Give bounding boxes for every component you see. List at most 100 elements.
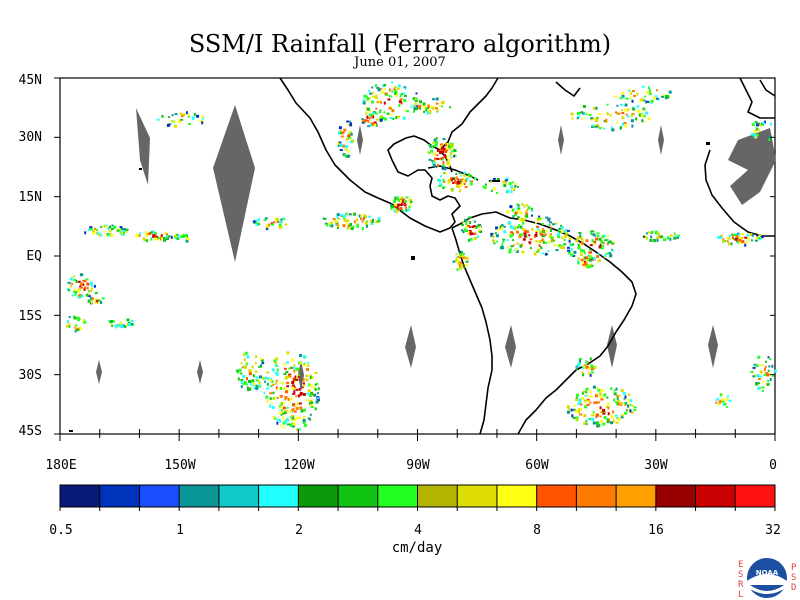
rain-pixel	[594, 413, 597, 416]
rain-pixel	[287, 376, 290, 379]
rain-pixel	[375, 107, 378, 110]
rain-pixel	[373, 123, 377, 127]
rain-pixel	[508, 182, 512, 185]
rain-pixel	[266, 371, 270, 374]
rain-pixel	[130, 323, 133, 326]
rain-pixel	[520, 243, 523, 247]
rain-pixel	[578, 358, 582, 360]
rain-pixel	[583, 414, 587, 418]
rain-pixel	[718, 400, 722, 404]
rain-pixel	[317, 397, 320, 400]
rain-pixel	[520, 217, 523, 221]
rain-pixel	[180, 118, 184, 121]
rain-pixel	[751, 123, 755, 127]
rain-pixel	[535, 231, 538, 234]
rain-pixel	[581, 111, 584, 114]
rain-pixel	[249, 387, 252, 391]
rain-pixel	[372, 115, 374, 119]
rain-pixel	[376, 101, 379, 104]
rain-pixel	[288, 367, 291, 370]
rain-pixel	[199, 119, 203, 123]
rain-pixel	[753, 363, 756, 366]
rain-pixel	[347, 124, 350, 126]
rain-pixel	[372, 95, 376, 98]
rain-pixel	[584, 113, 588, 116]
rain-pixel	[444, 172, 447, 175]
rain-pixel	[83, 287, 86, 291]
rain-pixel	[523, 232, 527, 236]
rain-pixel	[170, 120, 173, 122]
rain-pixel	[269, 404, 272, 408]
rain-pixel	[280, 402, 283, 406]
rain-pixel	[298, 402, 302, 405]
rain-pixel	[598, 113, 602, 115]
rain-pixel	[629, 403, 632, 406]
rain-pixel	[369, 123, 373, 127]
rain-pixel	[604, 254, 607, 257]
rain-pixel	[589, 265, 593, 268]
rain-pixel	[610, 414, 614, 418]
rain-pixel	[323, 217, 327, 220]
rain-pixel	[279, 394, 283, 398]
rain-pixel	[296, 368, 300, 372]
rain-pixel	[383, 88, 386, 91]
rain-pixel	[293, 390, 296, 394]
rain-pixel	[579, 413, 583, 416]
rain-pixel	[345, 137, 348, 141]
rain-pixel	[276, 372, 279, 376]
rain-pixel	[447, 159, 450, 162]
rain-pixel	[246, 355, 250, 359]
rain-pixel	[104, 224, 108, 227]
rain-pixel	[624, 411, 628, 415]
rain-pixel	[449, 152, 452, 156]
rain-pixel	[455, 258, 458, 261]
rain-pixel	[442, 138, 446, 141]
rain-pixel	[125, 229, 128, 233]
rain-pixel	[368, 89, 371, 92]
rain-pixel	[462, 230, 465, 234]
rain-pixel	[274, 362, 278, 364]
rain-pixel	[459, 189, 461, 193]
rain-pixel	[368, 117, 371, 120]
rain-pixel	[568, 251, 571, 255]
rain-pixel	[511, 208, 515, 211]
rain-pixel	[590, 364, 593, 367]
rain-pixel	[121, 233, 125, 236]
rain-pixel	[255, 379, 259, 382]
rain-pixel	[85, 278, 89, 281]
colorbar-swatch	[179, 485, 220, 507]
rain-pixel	[91, 230, 95, 233]
rain-pixel	[506, 210, 510, 214]
rain-pixel	[83, 319, 86, 322]
colorbar-swatch	[457, 485, 498, 507]
rain-pixel	[77, 280, 81, 283]
rain-pixel	[174, 113, 178, 116]
rain-pixel	[535, 240, 539, 243]
lon-label-180e: 180E	[45, 458, 77, 473]
rain-pixel	[296, 428, 299, 431]
rain-pixel	[369, 113, 372, 117]
island	[706, 142, 710, 145]
rain-pixel	[402, 116, 406, 120]
rain-pixel	[242, 382, 246, 385]
rain-pixel	[419, 107, 422, 110]
rain-pixel	[433, 145, 436, 148]
rain-pixel	[645, 232, 648, 235]
rain-pixel	[735, 234, 739, 238]
rain-pixel	[87, 229, 91, 232]
rain-pixel	[767, 369, 770, 372]
island	[411, 256, 415, 260]
rain-pixel	[540, 232, 544, 236]
rain-pixel	[511, 187, 515, 191]
rain-pixel	[346, 227, 350, 230]
rain-pixel	[399, 94, 402, 98]
rain-pixel	[460, 178, 463, 182]
rain-pixel	[595, 386, 598, 389]
rain-pixel	[284, 396, 288, 399]
rain-pixel	[605, 405, 609, 408]
rain-pixel	[253, 221, 257, 224]
colorbar-units: cm/day	[391, 540, 443, 556]
rain-pixel	[400, 93, 403, 96]
rain-pixel	[619, 401, 623, 405]
rain-pixel	[154, 231, 157, 235]
